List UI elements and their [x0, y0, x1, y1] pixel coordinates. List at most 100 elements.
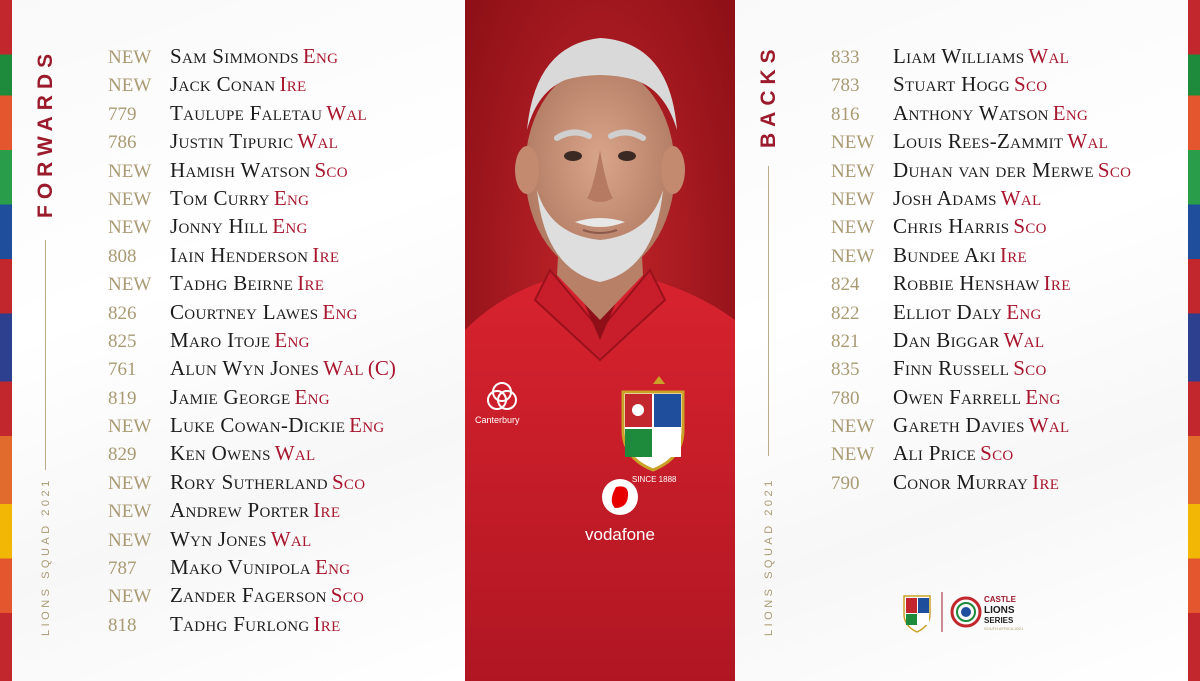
player-row: NEW Jack Conan Ire [108, 70, 396, 98]
player-nation: Ire [312, 242, 340, 267]
player-name: Luke Cowan-Dickie [170, 413, 346, 438]
player-nation: Ire [313, 611, 341, 636]
player-name: Alun Wyn Jones [170, 356, 320, 381]
player-nation: Eng [322, 299, 358, 324]
player-name: Finn Russell [893, 356, 1010, 381]
series-mid-text: LIONS [984, 605, 1015, 616]
left-edge-stripes [0, 0, 12, 681]
player-name: Josh Adams [893, 185, 997, 210]
backs-list: 833 Liam Williams Wal 783 Stuart Hogg Sco 816 A… [831, 42, 1131, 496]
player-name: Zander Fagerson [170, 583, 327, 608]
player-name: Owen Farrell [893, 384, 1022, 409]
coach-photo: Canterbury SINCE 1888 vodafone [465, 0, 735, 681]
player-nation: Eng [272, 214, 308, 239]
player-number: NEW [108, 501, 152, 523]
coach-illustration: Canterbury SINCE 1888 vodafone [465, 0, 735, 681]
vodafone-icon [602, 479, 638, 515]
player-row: NEW Luke Cowan-Dickie Eng [108, 411, 396, 439]
player-number: NEW [108, 416, 152, 438]
player-nation: Ire [297, 271, 325, 296]
shirt-brand-text: Canterbury [475, 415, 520, 425]
player-row: NEW Bundee Aki Ire [831, 241, 1131, 269]
player-name: Stuart Hogg [893, 72, 1010, 97]
player-number: NEW [108, 188, 152, 210]
player-number: 833 [831, 47, 860, 68]
player-number: NEW [831, 416, 875, 438]
player-number: 819 [108, 387, 137, 409]
player-nation: Wal [326, 100, 367, 125]
player-name: Maro Itoje [170, 327, 271, 352]
player-number: NEW [108, 47, 152, 68]
player-number: NEW [831, 188, 875, 210]
player-name: Ali Price [893, 441, 977, 466]
player-row: NEW Tom Curry Eng [108, 184, 396, 212]
player-nation: Ire [313, 498, 341, 523]
player-row: NEW Jonny Hill Eng [108, 212, 396, 240]
forwards-panel: FORWARDS LIONS SQUAD 2021 NEW Sam Simmond… [12, 0, 465, 681]
player-row: NEW Andrew Porter Ire [108, 496, 396, 524]
player-nation: Wal [1000, 185, 1042, 210]
player-number: NEW [108, 160, 152, 182]
player-name: Mako Vunipola [170, 555, 311, 580]
player-nation: Sco [1014, 72, 1048, 97]
lions-crest-small-icon [903, 595, 931, 633]
player-name: Gareth Davies [893, 413, 1025, 438]
series-top-text: CASTLE [984, 595, 1017, 604]
player-number: NEW [831, 217, 875, 239]
castle-lions-series-icon [950, 596, 982, 628]
player-nation: Ire [999, 242, 1027, 267]
player-row: 780 Owen Farrell Eng [831, 383, 1131, 411]
player-number: 790 [831, 472, 860, 494]
forwards-divider [45, 240, 46, 470]
player-name: Sam Simmonds [170, 44, 299, 68]
player-number: NEW [108, 586, 152, 608]
forwards-subtitle: LIONS SQUAD 2021 [40, 477, 52, 636]
player-nation: Eng [314, 555, 351, 580]
player-nation: Eng [1052, 100, 1089, 125]
player-number: 786 [108, 132, 137, 154]
player-nation: Eng [273, 185, 310, 210]
player-number: NEW [108, 472, 152, 494]
series-sub-text: SOUTH AFRICA 2021 [984, 626, 1024, 631]
player-nation: Eng [302, 44, 339, 68]
canterbury-logo [487, 382, 517, 410]
player-nation: Sco [1013, 214, 1047, 239]
player-row: NEW Josh Adams Wal [831, 184, 1131, 212]
player-nation: Eng [1025, 384, 1061, 409]
player-nation: Wal [270, 526, 312, 551]
player-name: Elliot Daly [893, 299, 1003, 324]
backs-title: BACKS [757, 43, 780, 148]
player-number: 816 [831, 103, 860, 125]
player-number: 821 [831, 330, 860, 352]
player-row: 825 Maro Itoje Eng [108, 326, 396, 354]
player-nation: Eng [274, 327, 310, 352]
backs-panel: BACKS LIONS SQUAD 2021 833 Liam Williams W… [735, 0, 1188, 681]
player-nation: Sco [1097, 157, 1132, 182]
player-row: 786 Justin Tipuric Wal [108, 127, 396, 155]
forwards-list: NEW Sam Simmonds Eng NEW Jack Conan Ire 779 Tau… [108, 42, 396, 638]
player-name: Duhan van der Merwe [893, 157, 1094, 182]
player-number: 835 [831, 359, 860, 381]
sponsor-text: vodafone [585, 525, 655, 544]
player-row: 821 Dan Biggar Wal [831, 326, 1131, 354]
player-row: 787 Mako Vunipola Eng [108, 553, 396, 581]
player-number: 818 [108, 614, 137, 636]
player-number: 780 [831, 387, 860, 409]
player-number: 787 [108, 558, 137, 580]
player-nation: Wal [1028, 44, 1070, 68]
player-name: Jack Conan [170, 72, 276, 97]
player-row: NEW Duhan van der Merwe Sco [831, 156, 1131, 184]
sponsor-logos: CASTLE LIONS SERIES SOUTH AFRICA 2021 [900, 588, 1030, 636]
player-name: Rory Sutherland [170, 469, 328, 494]
player-name: Dan Biggar [893, 327, 1000, 352]
right-edge-stripes [1188, 0, 1200, 681]
crest-motto-text: SINCE 1888 [632, 475, 677, 484]
backs-subtitle: LIONS SQUAD 2021 [763, 477, 775, 636]
player-name: Andrew Porter [170, 498, 310, 523]
player-name: Liam Williams [893, 44, 1025, 68]
player-nation: Eng [1006, 299, 1042, 324]
player-name: Jonny Hill [170, 214, 269, 239]
player-row: 779 Taulupe Faletau Wal [108, 99, 396, 127]
player-name: Justin Tipuric [170, 129, 294, 154]
player-nation: Eng [349, 413, 385, 438]
